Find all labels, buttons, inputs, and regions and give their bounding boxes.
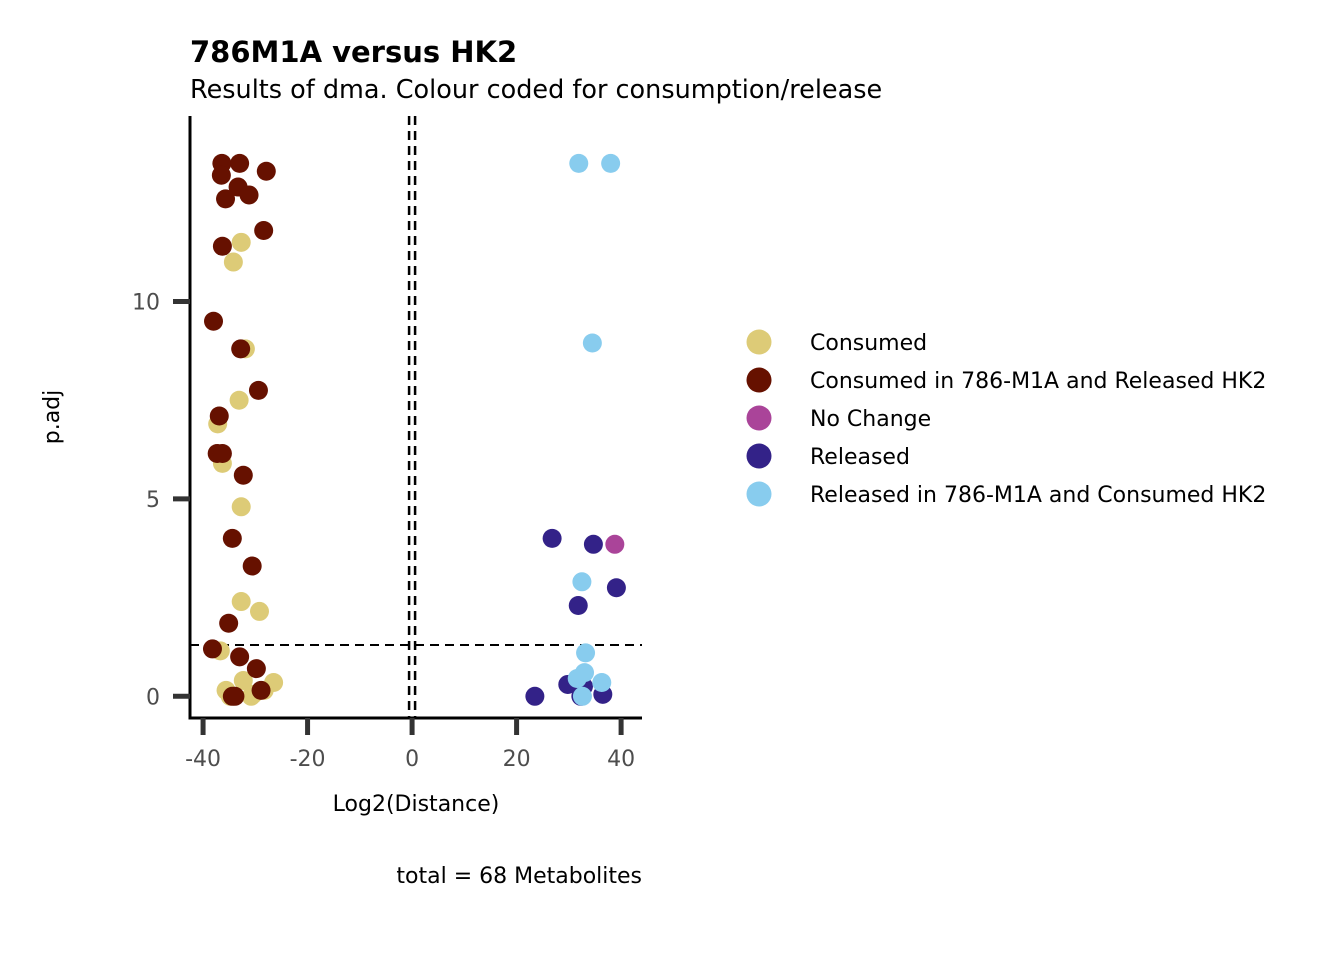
- data-point: [223, 252, 243, 272]
- legend-label: Consumed: [810, 331, 927, 356]
- data-point: [569, 153, 589, 173]
- legend: Consumed Consumed in 786-M1A and Released…: [746, 329, 1266, 508]
- x-axis-label: Log2(Distance): [333, 792, 500, 817]
- chart-caption: total = 68 Metabolites: [396, 864, 642, 889]
- x-tick-label: -40: [185, 747, 221, 772]
- data-point: [212, 236, 232, 256]
- chart-subtitle: Results of dma. Colour coded for consump…: [190, 75, 882, 105]
- data-point: [231, 497, 251, 517]
- data-point: [242, 556, 262, 576]
- x-tick-label: 40: [607, 747, 635, 772]
- data-point: [582, 333, 602, 353]
- x-tick-label: 20: [503, 747, 531, 772]
- data-point: [568, 595, 588, 615]
- data-point: [605, 534, 625, 554]
- data-point: [251, 680, 271, 700]
- data-point: [225, 686, 245, 706]
- data-point: [567, 669, 587, 689]
- data-point: [211, 165, 231, 185]
- data-point: [212, 444, 232, 464]
- data-point: [229, 390, 249, 410]
- data-point: [231, 232, 251, 252]
- data-point: [248, 380, 268, 400]
- chart-title: 786M1A versus HK2: [190, 35, 517, 69]
- data-point: [572, 686, 592, 706]
- legend-key: [746, 367, 772, 393]
- data-point: [231, 339, 251, 359]
- data-point: [606, 578, 626, 598]
- data-point: [233, 465, 253, 485]
- data-point: [256, 161, 276, 181]
- legend-key: [746, 481, 772, 507]
- data-point: [222, 528, 242, 548]
- data-point: [230, 153, 250, 173]
- data-point: [592, 672, 612, 692]
- data-point: [254, 220, 274, 240]
- data-point: [601, 153, 621, 173]
- data-point: [209, 406, 229, 426]
- data-point: [249, 601, 269, 621]
- legend-key: [746, 329, 772, 355]
- data-point: [230, 647, 250, 667]
- data-point: [202, 639, 222, 659]
- x-tick-label: -20: [290, 747, 326, 772]
- x-tick-label: 0: [405, 747, 419, 772]
- data-point: [233, 670, 253, 690]
- data-point: [231, 592, 251, 612]
- plot-area: -40 -20 0 20 40 0 5 10: [132, 116, 642, 772]
- y-tick-label: 0: [146, 685, 160, 710]
- y-axis-label: p.adj: [40, 390, 65, 445]
- data-point: [525, 686, 545, 706]
- data-point: [239, 185, 259, 205]
- y-tick-label: 5: [146, 488, 160, 513]
- data-point: [219, 613, 239, 633]
- legend-key: [746, 443, 772, 469]
- legend-label: Released: [810, 445, 910, 470]
- legend-label: Consumed in 786-M1A and Released HK2: [810, 369, 1266, 394]
- data-point: [216, 189, 236, 209]
- data-point: [576, 643, 596, 663]
- legend-key: [746, 405, 772, 431]
- legend-label: No Change: [810, 407, 931, 432]
- data-point: [204, 311, 224, 331]
- y-tick-label: 10: [132, 291, 160, 316]
- data-point: [246, 659, 266, 679]
- data-point: [583, 534, 603, 554]
- data-point: [572, 572, 592, 592]
- data-point: [542, 528, 562, 548]
- legend-label: Released in 786-M1A and Consumed HK2: [810, 483, 1266, 508]
